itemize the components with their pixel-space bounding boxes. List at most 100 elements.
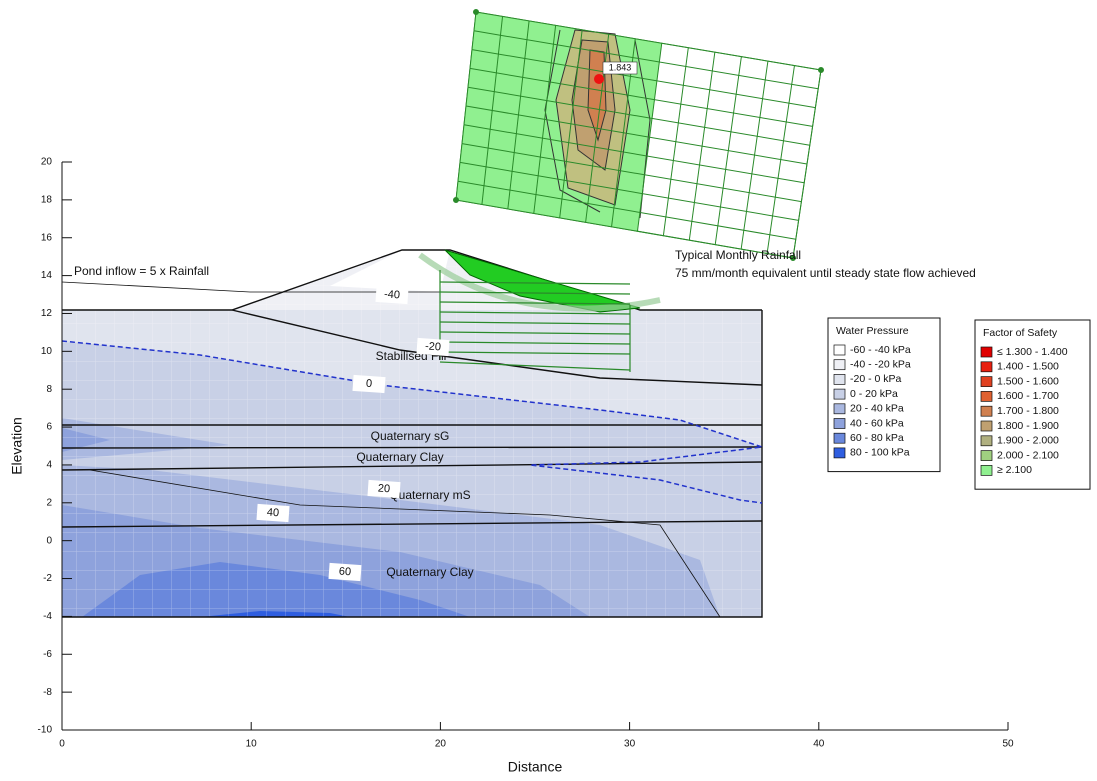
legend-label: 60 - 80 kPa	[850, 432, 904, 444]
ground-line	[62, 249, 762, 311]
annotation: Typical Monthly Rainfall	[675, 248, 801, 262]
y-tick-label: 0	[46, 535, 52, 546]
legend-swatch	[833, 388, 846, 400]
legend-swatch	[980, 346, 993, 358]
y-tick-label: -6	[43, 649, 52, 660]
fos-contour	[544, 29, 601, 213]
y-tick-label: -10	[38, 725, 53, 736]
layer-labels: Stabilised Fill Quaternary sG Quaternary…	[356, 349, 473, 579]
y-axis-label: Elevation	[9, 417, 25, 475]
slip-mass	[444, 249, 641, 313]
y-tick-label: -4	[43, 611, 52, 622]
legend-swatch	[833, 344, 846, 356]
y-tick-label: 6	[46, 422, 52, 433]
legend-swatch	[980, 465, 993, 476]
layer-label: Quaternary mS	[389, 488, 470, 502]
legend-label: 1.900 - 2.000	[997, 435, 1059, 447]
inset-corner	[453, 197, 459, 203]
legend-frame	[974, 319, 1091, 490]
nail	[439, 361, 631, 371]
y-tick-label: 8	[46, 384, 52, 395]
nail	[439, 291, 631, 295]
inset-grid-line	[459, 161, 799, 221]
label-box	[256, 503, 290, 523]
legend-swatch	[980, 376, 993, 387]
contour-label: -20	[425, 340, 442, 353]
inset-grid-line	[473, 30, 819, 90]
legend-title: Factor of Safety	[983, 327, 1058, 339]
y-tick-label: -8	[43, 687, 52, 698]
inset-grid-line	[475, 11, 822, 71]
y-tick-label: 4	[46, 460, 52, 471]
slip-surface	[418, 249, 661, 372]
legend-swatch	[980, 361, 993, 373]
legend-swatch	[833, 432, 846, 444]
inset-grid-line	[463, 124, 805, 184]
annotation: 75 mm/month equivalent until steady stat…	[675, 266, 976, 280]
legend-label: 0 - 20 kPa	[850, 388, 898, 400]
label-box	[602, 61, 638, 75]
nail	[439, 341, 631, 345]
inset-corner	[790, 255, 796, 261]
legend-label: ≤ 1.300 - 1.400	[997, 346, 1068, 358]
nail	[439, 321, 631, 325]
legend-swatch	[980, 450, 993, 461]
critical-fos: 1.843	[609, 62, 632, 72]
nail	[439, 351, 631, 355]
x-tick-label: 10	[246, 739, 258, 750]
legend-swatch	[980, 420, 993, 432]
legend-frame	[827, 317, 941, 473]
nail	[439, 331, 631, 335]
legend-label: 40 - 60 kPa	[850, 417, 904, 429]
legend-label: -60 - -40 kPa	[850, 344, 911, 356]
nail	[439, 281, 631, 285]
legends: Water Pressure -60 - -40 kPa -40 - -20 kPa…	[827, 317, 1091, 490]
inset-grid	[453, 9, 824, 261]
mesh	[62, 250, 762, 617]
legend-label: 1.600 - 1.700	[997, 390, 1059, 402]
annotation: Pond inflow = 5 x Rainfall	[74, 264, 209, 278]
contour-label: 20	[377, 482, 390, 495]
x-tick-label: 40	[813, 739, 825, 750]
nail	[439, 301, 631, 305]
contour-label: 40	[266, 506, 279, 519]
label-box	[328, 562, 362, 582]
layer-label: Quaternary Clay	[356, 450, 443, 464]
legend-swatch	[833, 374, 846, 385]
label-box	[416, 337, 450, 357]
x-tick-label: 50	[1002, 739, 1014, 750]
layer-line	[61, 520, 763, 528]
nail	[439, 311, 631, 315]
layer-label: Quaternary sG	[371, 429, 450, 443]
slip-band	[418, 252, 661, 312]
legend-label: 1.800 - 1.900	[997, 420, 1059, 432]
y-tick-label: 2	[46, 497, 52, 508]
y-tick-label: -2	[43, 573, 52, 584]
contour-label: -40	[384, 288, 401, 301]
contour-label: 0	[366, 378, 373, 390]
y-tick-label: 20	[41, 157, 53, 168]
legend-label: -40 - -20 kPa	[850, 358, 911, 370]
contour-label: 60	[338, 565, 351, 578]
boundary	[62, 310, 763, 618]
legend-swatch	[833, 359, 846, 371]
y-tick-label: 18	[41, 195, 53, 206]
legend-swatch	[980, 405, 993, 417]
legend-swatch	[980, 391, 993, 402]
legend-label: 1.400 - 1.500	[997, 361, 1059, 373]
label-box	[352, 374, 386, 394]
grid-entry	[439, 270, 631, 372]
inset-corner	[473, 9, 479, 15]
x-tick-label: 20	[435, 739, 447, 750]
legend-swatch	[980, 435, 993, 447]
y-tick-label: 14	[41, 270, 53, 281]
y-tick-label: 16	[41, 232, 53, 243]
inset-grid-line	[471, 49, 816, 109]
inset: 1.843	[453, 9, 824, 261]
x-tick-label: 0	[59, 739, 65, 750]
legend-label: 2.000 - 2.100	[997, 449, 1059, 461]
phreatic-line	[61, 340, 763, 504]
layer-line	[61, 461, 763, 471]
